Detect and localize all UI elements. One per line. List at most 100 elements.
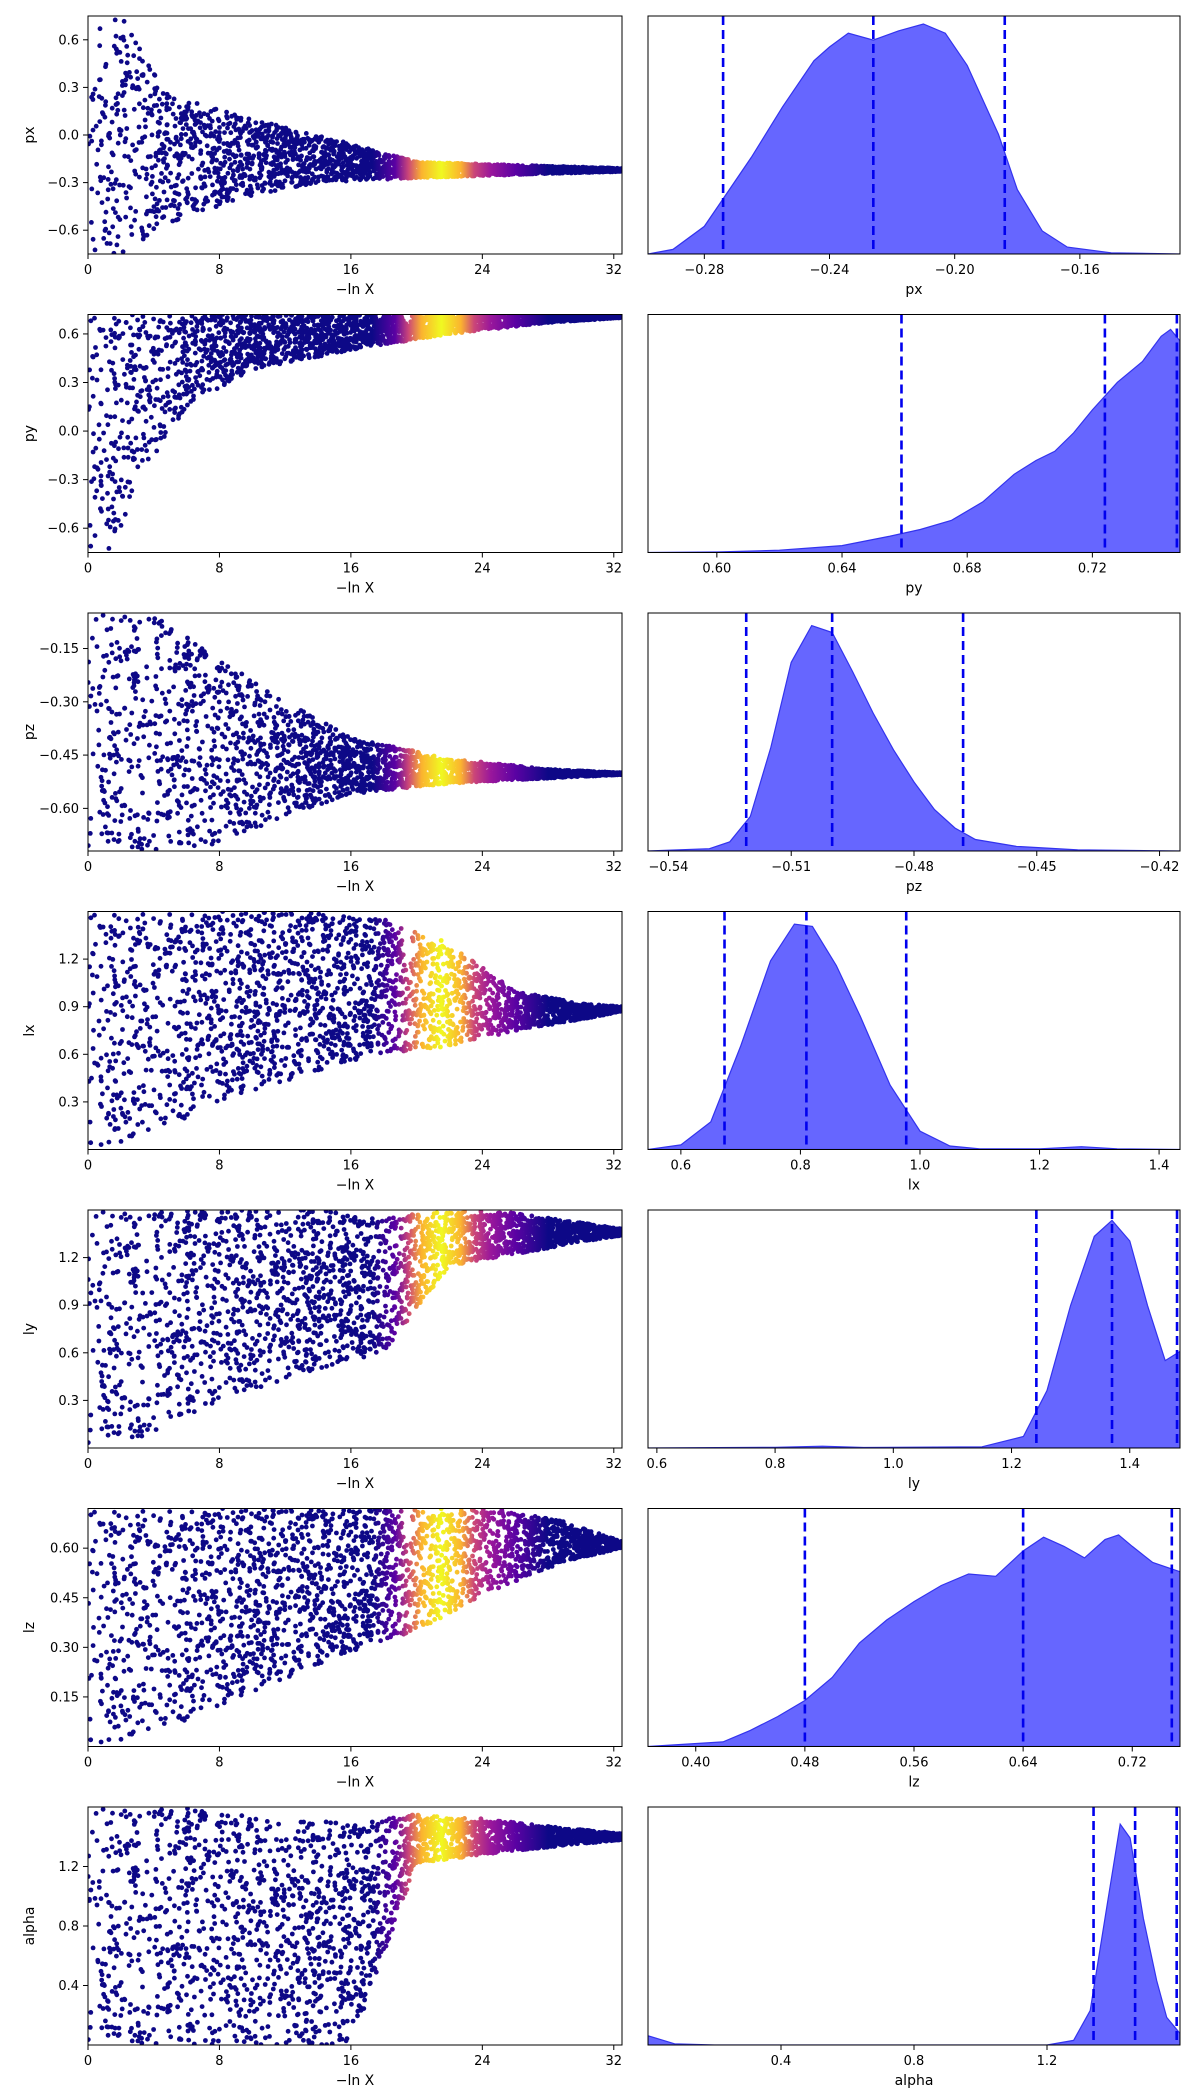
trace-point (202, 168, 208, 173)
trace-point (222, 159, 228, 165)
trace-point (137, 46, 143, 52)
trace-point (220, 377, 225, 383)
trace-point (153, 334, 159, 340)
trace-point (210, 146, 216, 152)
trace-point (280, 181, 285, 187)
trace-point (195, 382, 201, 388)
trace-point (303, 131, 309, 136)
trace-point (513, 168, 519, 173)
trace-point (240, 166, 246, 172)
trace-point (267, 316, 273, 322)
trace-point (127, 325, 133, 331)
trace-point (266, 128, 272, 134)
trace-point (157, 120, 162, 126)
trace-point (133, 209, 139, 214)
trace-point (176, 392, 182, 398)
trace-point (197, 125, 203, 131)
trace-point (295, 133, 300, 139)
trace-point (246, 116, 252, 122)
trace-point (136, 346, 142, 352)
trace-point (114, 111, 120, 117)
trace-point (364, 159, 370, 165)
trace-point (148, 111, 154, 116)
trace-point (130, 85, 135, 91)
trace-point (279, 144, 284, 150)
trace-point (100, 496, 105, 501)
trace-point (153, 163, 158, 169)
trace-point (225, 125, 230, 131)
trace-point (218, 335, 224, 341)
trace-point (355, 323, 360, 328)
trace-point (101, 236, 107, 241)
trace-point (151, 226, 157, 232)
trace-point (142, 97, 148, 103)
trace-point (142, 320, 148, 325)
trace-point (190, 203, 196, 209)
trace-point (246, 137, 252, 143)
x-tick-label: 8 (215, 263, 223, 278)
trace-point (204, 133, 209, 139)
trace-point (251, 135, 257, 141)
trace-points-px (88, 17, 622, 254)
trace-point (324, 321, 330, 327)
trace-point (178, 404, 184, 410)
trace-point (348, 330, 353, 335)
trace-point (282, 178, 288, 184)
trace-point (303, 180, 309, 186)
trace-point (222, 334, 228, 339)
trace-point (108, 414, 113, 420)
trace-point (128, 440, 134, 446)
trace-point (322, 341, 328, 347)
trace-point (120, 83, 125, 88)
trace-point (206, 169, 212, 175)
trace-point (222, 130, 227, 136)
trace-point (345, 339, 350, 345)
trace-point (193, 185, 199, 191)
trace-point (297, 147, 303, 153)
trace-point (263, 147, 268, 153)
trace-point (244, 325, 250, 331)
trace-point (89, 220, 94, 225)
y-tick-label: −0.3 (47, 176, 79, 191)
trace-point (122, 371, 127, 377)
trace-point (162, 409, 168, 415)
trace-point (454, 163, 460, 169)
trace-point (377, 157, 383, 163)
trace-point (162, 175, 168, 181)
trace-point (164, 390, 170, 396)
trace-point (236, 147, 242, 153)
trace-point (153, 437, 159, 442)
trace-point (182, 321, 188, 326)
trace-point (100, 110, 105, 115)
trace-point (125, 154, 131, 160)
trace-point (299, 181, 305, 186)
trace-point (172, 123, 178, 129)
trace-point (92, 247, 98, 253)
trace-point (120, 331, 126, 336)
trace-point (126, 70, 132, 75)
trace-point (108, 327, 114, 333)
trace-point (147, 67, 153, 72)
y-tick-label: 0.6 (58, 33, 79, 48)
trace-point (104, 413, 109, 419)
trace-point (271, 167, 277, 173)
trace-point (469, 173, 475, 179)
trace-point (135, 447, 140, 452)
trace-point (179, 409, 185, 415)
trace-point (110, 206, 116, 212)
trace-point (233, 182, 239, 188)
trace-point (235, 143, 241, 149)
trace-point (219, 177, 225, 183)
trace-point (502, 171, 508, 177)
trace-point (110, 186, 116, 192)
trace-point (285, 343, 291, 349)
trace-point (90, 354, 95, 359)
trace-point (128, 224, 134, 230)
trace-point (248, 322, 254, 327)
trace-point (165, 393, 171, 399)
trace-point (270, 133, 276, 139)
trace-point (205, 333, 211, 339)
trace-point (180, 349, 186, 355)
trace-point (258, 358, 264, 364)
